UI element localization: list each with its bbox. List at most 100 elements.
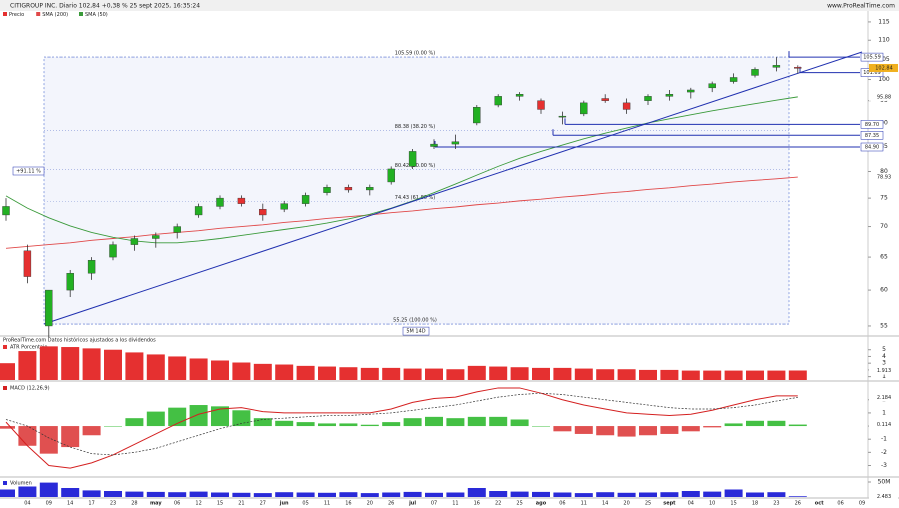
source: www.ProRealTime.com [827,3,895,10]
x-tick-label: 20 [623,501,629,507]
y-tick-label: 65 [880,254,888,261]
y-tick-label: 3 [882,360,886,367]
bar [360,493,379,497]
candle-body [644,96,652,101]
bar [681,370,700,380]
level-box [860,142,884,152]
histogram-bar [639,426,657,436]
candle-body [237,197,246,204]
x-tick-label: 11 [452,501,458,507]
histogram-bar [382,422,401,427]
candle-body [259,209,267,216]
x-tick-label: 07 [431,501,437,507]
x-tick-label: 06 [559,501,565,507]
histogram-bar [146,411,165,427]
bar [767,370,786,380]
x-tick-label: 05 [302,501,308,507]
bar [39,346,58,380]
fib-label: 55.25 (100.00 %) [393,318,437,324]
fib-label: 88.38 (38.20 %) [395,124,436,130]
candle-body [173,226,181,233]
y-tick-label: 55 [880,322,888,329]
x-tick-label: 23 [773,501,779,507]
value-tag: 0.114 [877,422,891,428]
value-tag-bg [869,393,898,402]
level-label: 84.90 [865,145,879,151]
x-tick-label: 25 [516,501,522,507]
bar [104,349,122,380]
histogram-bar [296,422,315,427]
histogram-bar [467,416,486,427]
bar [596,492,615,497]
x-tick-label: 15 [217,501,223,507]
bar [189,358,208,380]
histogram-bar [532,426,550,427]
bar [0,363,15,380]
y-tick-label: 100 [878,76,890,83]
bar [446,492,465,497]
bar [296,492,315,497]
bar [211,492,229,497]
bar [788,496,807,497]
x-tick-label: 18 [752,501,758,507]
annotation-box [402,326,430,336]
x-tick-label: 25 [645,501,651,507]
bar [532,491,550,497]
histogram-bar [82,426,101,436]
x-tick-label: 04 [24,501,30,507]
x-tick-label: 06 [837,501,843,507]
y-tick-label: 70 [880,223,888,230]
histogram-bar [275,420,294,427]
header-bar [0,0,899,11]
candle-body [558,115,567,118]
bar [574,368,593,380]
bar [767,492,786,497]
bar [168,356,187,380]
candle-body [494,96,502,106]
bar [425,368,443,380]
histogram-bar [617,426,636,437]
histogram-bar [189,405,208,427]
bar [104,491,122,497]
histogram-bar [0,426,15,429]
candle-body [109,244,117,258]
bar [510,367,529,380]
x-tick-label: 11 [581,501,587,507]
x-tick-label: 17 [88,501,94,507]
level-label: 87.35 [865,133,879,139]
bar [510,491,529,497]
bar [18,351,37,380]
bar [553,492,572,497]
bar [253,363,272,380]
candle-body [473,107,481,124]
candle-body [23,250,32,277]
candle-body [344,187,353,191]
y-tick-label: 1 [882,373,886,380]
annotation-box [12,166,45,176]
panel-swatch [3,481,7,485]
y-tick-label: 4 [882,353,886,360]
histogram-bar [489,416,508,427]
fib-label: 105.59 (0.00 %) [395,51,436,57]
x-tick-label: oct [815,501,824,507]
histogram-bar [39,426,58,454]
bar [746,492,764,497]
annotation: +91.11 % [16,169,41,175]
y-tick-label: 80 [880,168,888,175]
histogram-bar [446,418,465,427]
candle-body [280,203,288,210]
candle-body [451,141,460,145]
panel-swatch [3,386,7,390]
legend-swatch [36,12,41,16]
bar [61,488,80,497]
candle-body [194,206,203,216]
candle-body [323,187,331,193]
fib-label: 74.43 (61.80 %) [395,195,436,201]
histogram-bar [18,426,37,446]
bar [232,492,251,497]
bar [275,364,294,380]
y-tick-label: 75 [880,195,888,202]
annotation: 5M 14D [406,329,425,335]
histogram-bar [574,426,593,434]
